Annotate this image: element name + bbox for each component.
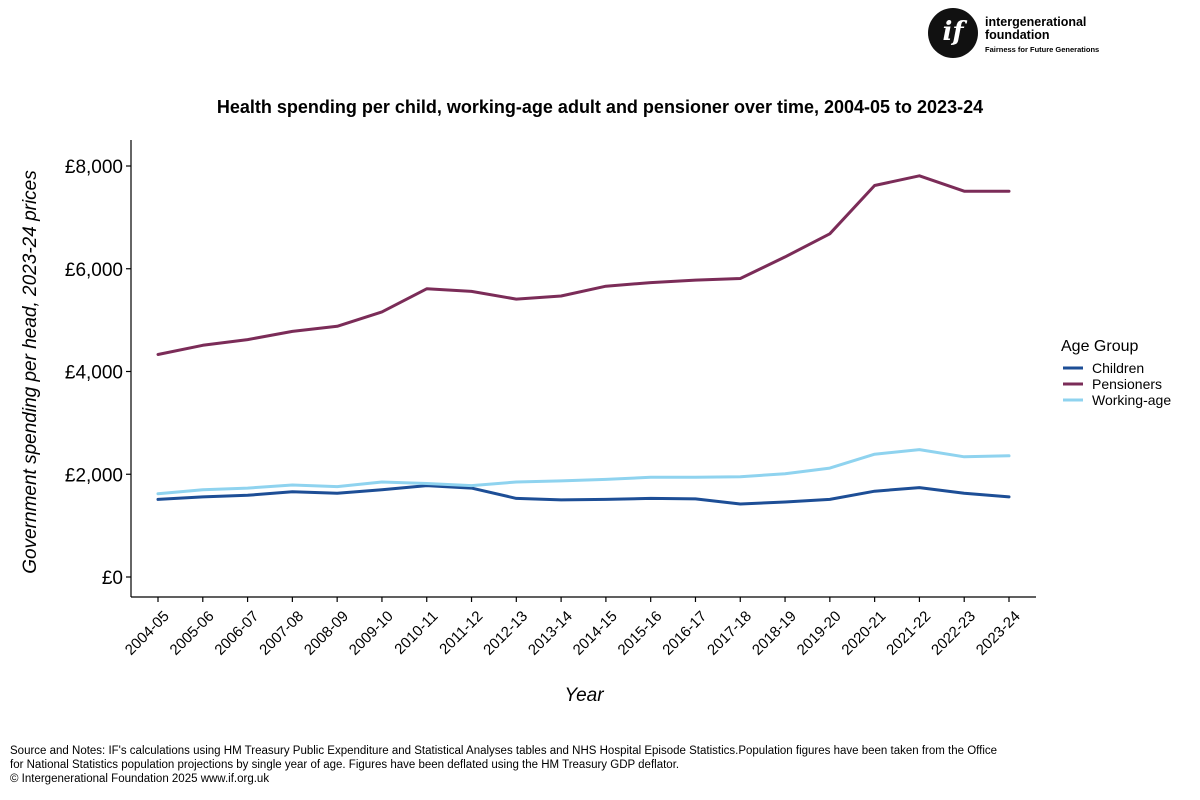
x-tick-label: 2006-07 (211, 608, 262, 659)
footer: Source and Notes: IF's calculations usin… (10, 744, 1010, 786)
x-tick-label: 2005-06 (167, 608, 218, 659)
x-tick-label: 2017-18 (704, 608, 755, 659)
x-tick-label: 2009-10 (346, 608, 397, 659)
legend-title: Age Group (1061, 338, 1138, 355)
x-tick-label: 2018-19 (749, 608, 800, 659)
x-tick-label: 2010-11 (391, 608, 441, 658)
x-tick-label: 2014-15 (570, 608, 621, 659)
x-tick-label: 2019-20 (794, 608, 845, 659)
source-notes: Source and Notes: IF's calculations usin… (10, 745, 998, 771)
x-tick-label: 2021-22 (883, 608, 934, 659)
x-axis-title: Year (564, 685, 604, 706)
x-tick-label: 2008-09 (301, 608, 352, 659)
logo: if intergenerational foundation Fairness… (928, 8, 1128, 62)
chart-title: Health spending per child, working-age a… (217, 97, 983, 117)
y-tick-label: £2,000 (65, 465, 123, 486)
x-tick-label: 2023-24 (973, 608, 1024, 659)
y-tick-label: £8,000 (65, 157, 123, 178)
x-tick-label: 2015-16 (615, 608, 666, 659)
y-axis-title: Government spending per head, 2023-24 pr… (20, 170, 41, 574)
x-tick-label: 2004-05 (122, 608, 173, 659)
series-line-children (156, 484, 1011, 506)
logo-name: intergenerational foundation (985, 15, 1087, 42)
legend-label: Working-age (1092, 392, 1171, 408)
logo-tagline: Fairness for Future Generations (985, 45, 1100, 54)
x-tick-label: 2012-13 (480, 608, 531, 659)
x-tick-label: 2022-23 (928, 608, 979, 659)
logo-mark: if (928, 8, 978, 58)
x-tick-label: 2011-12 (436, 608, 486, 658)
y-tick-label: £6,000 (65, 260, 123, 281)
series-line-working-age (156, 448, 1011, 496)
x-tick-label: 2007-08 (256, 608, 307, 659)
y-axis: £0 £2,000 £4,000 £6,000 £8,000 (65, 140, 132, 597)
x-tick-label: 2013-14 (525, 608, 576, 659)
series-line-pensioners (156, 174, 1011, 356)
legend-label: Children (1092, 360, 1144, 376)
x-axis: 2004-052005-062006-072007-082008-092009-… (122, 596, 1036, 659)
series-lines (156, 174, 1011, 506)
line-chart: Health spending per child, working-age a… (20, 97, 1171, 706)
x-tick-label: 2016-17 (659, 608, 710, 659)
x-tick-label: 2020-21 (838, 608, 889, 659)
y-tick-label: £0 (102, 568, 123, 589)
legend-label: Pensioners (1092, 376, 1162, 392)
copyright: © Intergenerational Foundation 2025 www.… (10, 773, 270, 785)
y-tick-label: £4,000 (65, 363, 123, 384)
